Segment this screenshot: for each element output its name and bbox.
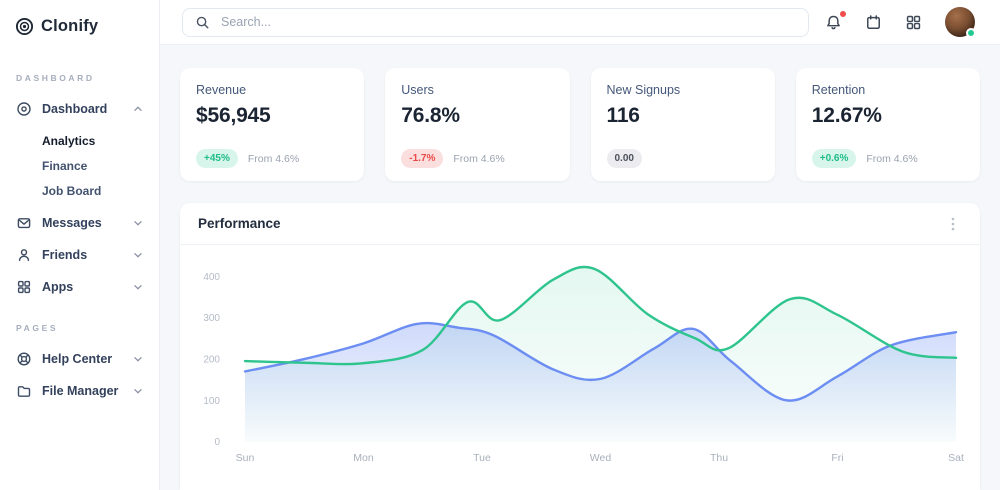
chart-header: Performance	[180, 203, 980, 245]
trend-badge: +0.6%	[811, 149, 857, 168]
apps-launcher-button[interactable]	[905, 14, 922, 31]
x-axis-label: Fri	[831, 452, 843, 464]
sidebar-item-label: File Manager	[42, 384, 119, 398]
x-axis-label: Tue	[473, 452, 491, 464]
performance-chart: 0 100 200 300 400 Sun Mon Tue Wed Thu Fri Sat	[203, 265, 964, 464]
trend-badge: -1.7%	[401, 149, 444, 168]
topbar	[160, 0, 1000, 45]
sidebar-item-label: Messages	[42, 216, 102, 230]
stat-card-users: Users 76.8% -1.7% From 4.6%	[385, 68, 570, 181]
online-status-dot	[966, 28, 976, 38]
sidebar-item-finance[interactable]: Finance	[42, 158, 88, 173]
sidebar-item-dashboard[interactable]: Dashboard	[0, 94, 159, 124]
chevron-down-icon	[134, 389, 142, 394]
y-axis-tick: 0	[214, 437, 220, 448]
calendar-icon	[867, 14, 880, 29]
main-column: Revenue $56,945 +45% From 4.6% Users 76.…	[160, 0, 1000, 490]
series-blue-area	[245, 323, 956, 442]
life-ring-icon	[17, 352, 31, 366]
calendar-button[interactable]	[865, 14, 882, 31]
sidebar-section-dashboard: DASHBOARD	[16, 73, 95, 83]
stat-subtext: From 4.6%	[866, 152, 918, 165]
chevron-down-icon	[134, 221, 142, 226]
apps-grid-icon	[906, 15, 921, 29]
card-menu-button[interactable]	[944, 214, 962, 234]
stat-label: Users	[401, 83, 434, 97]
stat-value: 116	[606, 104, 640, 127]
stat-card-revenue: Revenue $56,945 +45% From 4.6%	[180, 68, 365, 181]
series-blue-line	[243, 321, 958, 402]
y-axis-tick: 400	[203, 272, 220, 283]
y-axis-tick: 300	[203, 313, 220, 324]
y-axis-tick: 100	[203, 396, 220, 407]
series-green-line	[243, 265, 958, 366]
stat-label: Retention	[811, 83, 866, 97]
sidebar-item-file-manager[interactable]: File Manager	[0, 376, 159, 406]
sidebar: Clonify DASHBOARD Dashboard Analytics Fi…	[0, 0, 160, 490]
sidebar-item-label: Friends	[42, 248, 88, 262]
sidebar-item-analytics[interactable]: Analytics	[42, 133, 96, 148]
stat-value: $56,945	[196, 104, 271, 127]
x-axis-label: Mon	[353, 452, 374, 464]
chart-title: Performance	[198, 216, 281, 231]
notifications-button[interactable]	[825, 10, 846, 31]
y-axis-tick: 200	[203, 355, 220, 366]
stat-label: New Signups	[606, 83, 681, 97]
performance-card: Performance 0 100 200 300 400 Sun Mon Tue Wed Thu…	[180, 203, 980, 490]
bell-icon	[827, 15, 840, 29]
sidebar-item-apps[interactable]: Apps	[0, 272, 159, 302]
stat-label: Revenue	[196, 83, 247, 97]
kebab-icon	[951, 217, 955, 230]
stat-subtext: From 4.6%	[247, 152, 300, 165]
search-icon	[196, 16, 209, 28]
sidebar-item-label: Help Center	[42, 352, 113, 366]
envelope-icon	[17, 218, 31, 229]
stat-card-retention: Retention 12.67% +0.6% From 4.6%	[795, 68, 980, 181]
sidebar-item-friends[interactable]: Friends	[0, 240, 159, 270]
notification-dot	[840, 10, 846, 17]
grid-icon	[17, 280, 31, 294]
chevron-down-icon	[134, 253, 142, 258]
logo-text: Clonify	[41, 16, 99, 35]
trend-badge: 0.00	[606, 149, 642, 168]
stats-row: Revenue $56,945 +45% From 4.6% Users 76.…	[180, 68, 980, 181]
dashboard-icon	[17, 102, 31, 116]
clonify-logo-icon	[15, 17, 34, 35]
stat-card-new-signups: New Signups 116 0.00	[590, 68, 775, 181]
sidebar-item-label: Apps	[42, 280, 74, 294]
chevron-up-icon	[134, 106, 142, 111]
trend-badge: +45%	[196, 149, 238, 168]
chevron-down-icon	[134, 357, 142, 362]
topbar-actions	[825, 7, 976, 38]
user-avatar[interactable]	[945, 7, 976, 38]
stat-value: 76.8%	[401, 104, 460, 127]
chevron-down-icon	[134, 285, 142, 290]
logo[interactable]: Clonify	[0, 13, 159, 39]
folder-icon	[17, 386, 31, 397]
sidebar-item-label: Dashboard	[42, 102, 108, 116]
search-box[interactable]	[182, 7, 809, 37]
x-axis-label: Wed	[590, 452, 612, 464]
sidebar-item-messages[interactable]: Messages	[0, 208, 159, 238]
sidebar-item-help-center[interactable]: Help Center	[0, 344, 159, 374]
sidebar-section-pages: PAGES	[16, 323, 59, 333]
person-icon	[18, 249, 30, 262]
stat-subtext: From 4.6%	[453, 152, 505, 165]
sidebar-item-job-board[interactable]: Job Board	[42, 183, 102, 198]
x-axis-label: Thu	[710, 452, 728, 464]
stat-value: 12.67%	[811, 104, 882, 127]
x-axis-label: Sun	[236, 452, 255, 464]
search-input[interactable]	[219, 14, 796, 30]
x-axis-label: Sat	[948, 452, 964, 464]
page-content: Revenue $56,945 +45% From 4.6% Users 76.…	[160, 45, 1000, 490]
dashboard-submenu: Analytics Finance Job Board	[0, 126, 159, 208]
